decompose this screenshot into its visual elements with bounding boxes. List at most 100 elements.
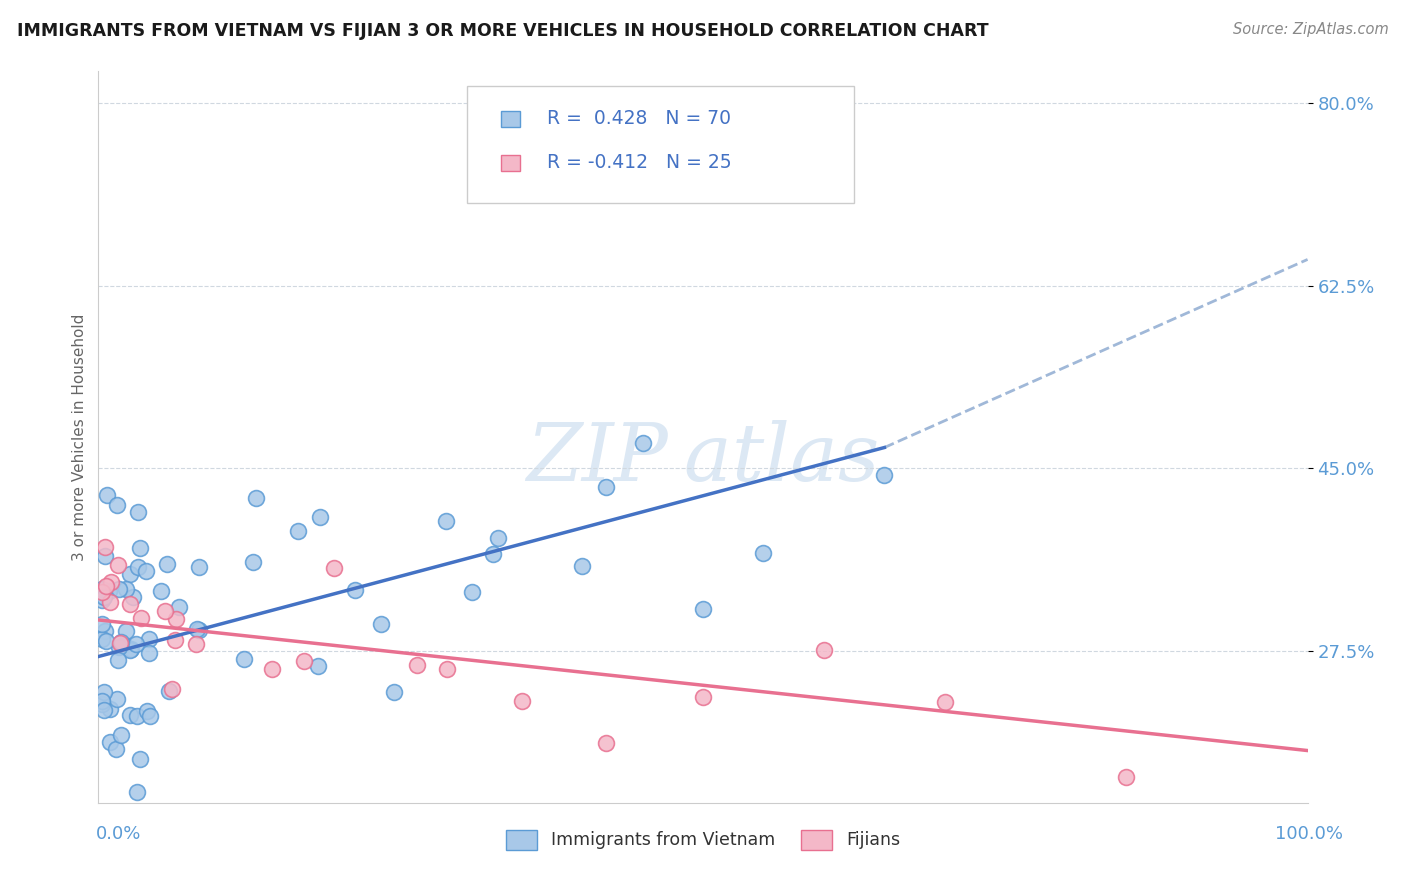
Point bbox=[692, 690, 714, 704]
Point bbox=[571, 558, 593, 573]
Point bbox=[139, 708, 162, 723]
Point bbox=[163, 632, 186, 647]
Point bbox=[94, 540, 117, 554]
Point bbox=[138, 632, 160, 647]
Point bbox=[186, 622, 208, 636]
Point bbox=[100, 575, 122, 590]
Point bbox=[242, 555, 264, 569]
Point bbox=[93, 624, 115, 638]
Text: ZIP atlas: ZIP atlas bbox=[526, 420, 880, 498]
Point bbox=[434, 514, 457, 528]
Point bbox=[382, 685, 405, 699]
Point bbox=[98, 595, 121, 609]
Point bbox=[323, 561, 346, 575]
Point bbox=[96, 488, 118, 502]
Point bbox=[118, 643, 141, 657]
Point bbox=[149, 583, 172, 598]
FancyBboxPatch shape bbox=[467, 86, 855, 203]
Point bbox=[120, 597, 142, 611]
Text: IMMIGRANTS FROM VIETNAM VS FIJIAN 3 OR MORE VEHICLES IN HOUSEHOLD CORRELATION CH: IMMIGRANTS FROM VIETNAM VS FIJIAN 3 OR M… bbox=[17, 22, 988, 40]
Point bbox=[98, 701, 121, 715]
Point bbox=[129, 752, 152, 766]
Point bbox=[167, 600, 190, 615]
Point bbox=[127, 560, 149, 574]
Point bbox=[813, 643, 835, 657]
Point bbox=[91, 582, 114, 596]
Point bbox=[752, 546, 775, 560]
Point bbox=[107, 692, 129, 706]
Point bbox=[160, 681, 183, 696]
Point bbox=[233, 651, 256, 665]
Point bbox=[108, 582, 131, 596]
Text: R =  0.428   N = 70: R = 0.428 N = 70 bbox=[547, 110, 731, 128]
Bar bbox=[501, 154, 520, 171]
Point bbox=[631, 435, 654, 450]
Legend: Immigrants from Vietnam, Fijians: Immigrants from Vietnam, Fijians bbox=[492, 816, 914, 863]
Point bbox=[120, 567, 142, 582]
Point bbox=[125, 785, 148, 799]
Point bbox=[692, 602, 714, 616]
Point bbox=[94, 633, 117, 648]
Point bbox=[125, 637, 148, 651]
Point bbox=[91, 632, 114, 647]
Point bbox=[343, 583, 366, 598]
Point bbox=[120, 708, 142, 723]
Bar bbox=[501, 111, 520, 127]
Point bbox=[510, 694, 533, 708]
Point bbox=[155, 604, 177, 618]
Point bbox=[110, 635, 132, 649]
Point bbox=[93, 703, 115, 717]
Point bbox=[91, 616, 114, 631]
Point bbox=[121, 590, 143, 604]
Point bbox=[461, 584, 484, 599]
Y-axis label: 3 or more Vehicles in Household: 3 or more Vehicles in Household bbox=[72, 313, 87, 561]
Point bbox=[127, 709, 149, 723]
Text: 0.0%: 0.0% bbox=[96, 825, 141, 843]
Point bbox=[1115, 770, 1137, 784]
Point bbox=[934, 695, 956, 709]
Point bbox=[93, 590, 115, 604]
Point bbox=[127, 506, 149, 520]
Point bbox=[307, 658, 329, 673]
Point bbox=[245, 491, 267, 506]
Point bbox=[114, 624, 136, 639]
Point bbox=[138, 646, 160, 660]
Point bbox=[129, 541, 152, 556]
Point bbox=[184, 637, 207, 651]
Point bbox=[165, 612, 187, 626]
Point bbox=[98, 735, 121, 749]
Point bbox=[96, 579, 118, 593]
Point bbox=[105, 498, 128, 512]
Text: R = -0.412   N = 25: R = -0.412 N = 25 bbox=[547, 153, 731, 172]
Point bbox=[370, 617, 392, 632]
Point bbox=[260, 662, 283, 676]
Point bbox=[94, 549, 117, 563]
Text: Source: ZipAtlas.com: Source: ZipAtlas.com bbox=[1233, 22, 1389, 37]
Text: 100.0%: 100.0% bbox=[1275, 825, 1343, 843]
Point bbox=[91, 593, 114, 607]
Point bbox=[188, 624, 211, 638]
Point bbox=[406, 657, 429, 672]
Point bbox=[309, 509, 332, 524]
Point bbox=[136, 704, 159, 718]
Point bbox=[155, 558, 177, 572]
Point bbox=[110, 728, 132, 742]
Point bbox=[595, 480, 617, 494]
Point bbox=[120, 641, 142, 656]
Point bbox=[595, 736, 617, 750]
Point bbox=[110, 634, 132, 648]
Point bbox=[436, 662, 458, 676]
Point bbox=[93, 685, 115, 699]
Point bbox=[115, 582, 138, 597]
Point bbox=[98, 583, 121, 598]
Point bbox=[112, 638, 135, 652]
Point bbox=[107, 558, 129, 573]
Point bbox=[292, 654, 315, 668]
Point bbox=[481, 547, 503, 561]
Point bbox=[873, 468, 896, 483]
Point bbox=[107, 653, 129, 667]
Point bbox=[104, 742, 127, 756]
Point bbox=[135, 564, 157, 578]
Point bbox=[91, 697, 114, 711]
Point bbox=[188, 560, 211, 574]
